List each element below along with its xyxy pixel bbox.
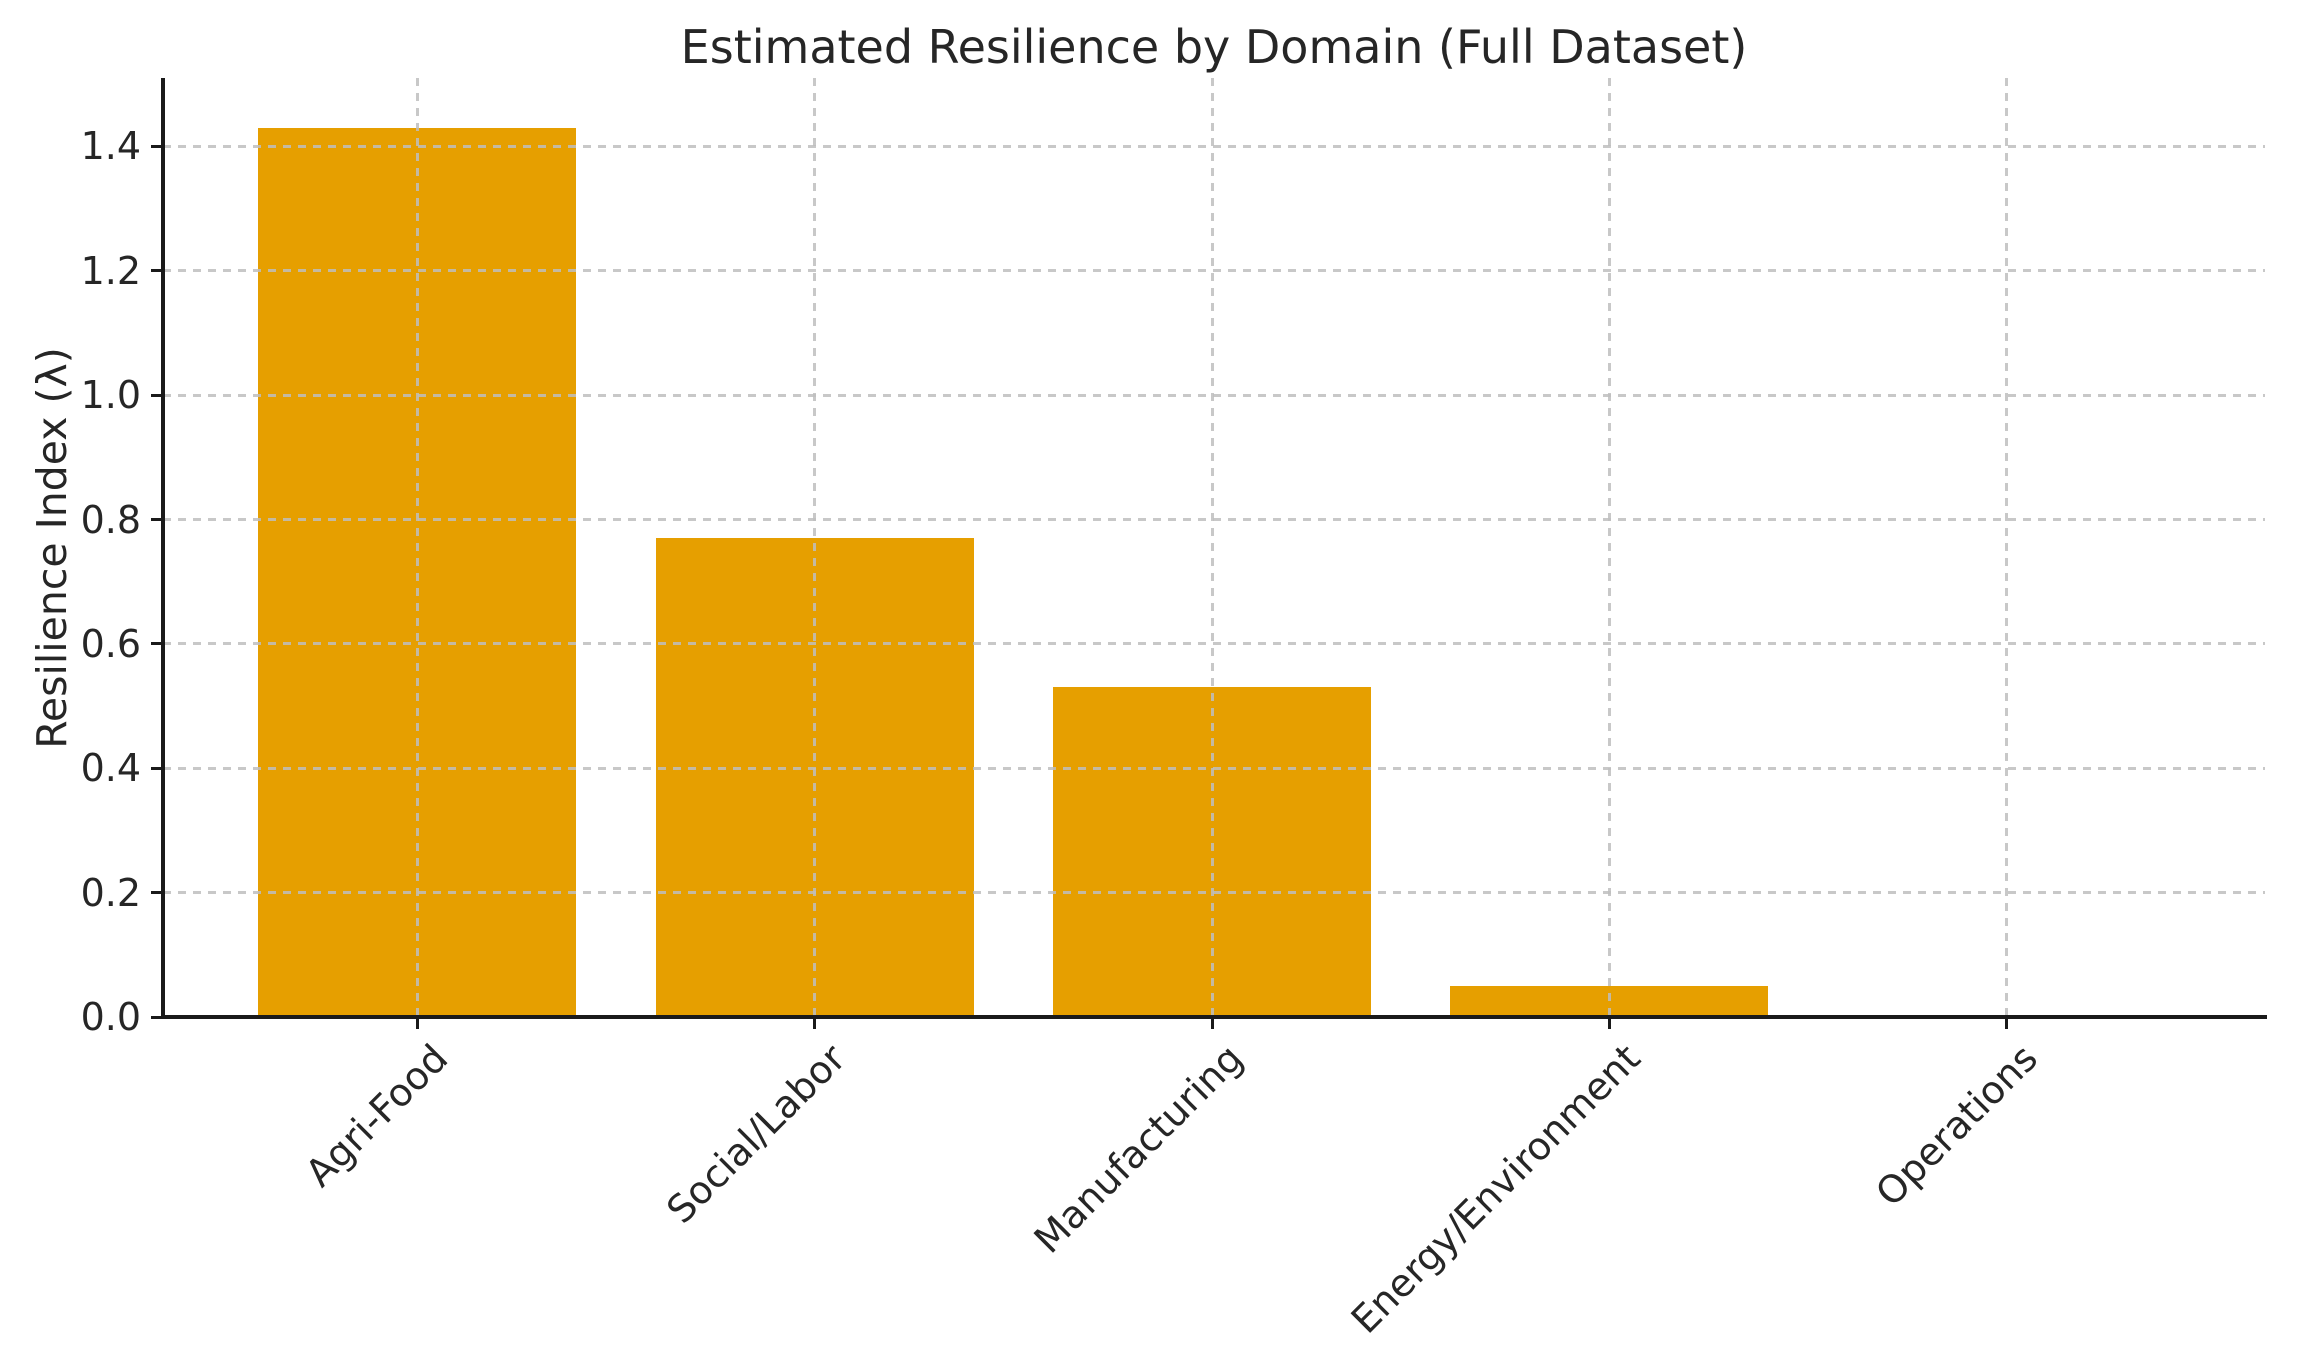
y-tick-label: 0.2 bbox=[80, 870, 141, 915]
y-tick-label: 1.2 bbox=[80, 248, 141, 293]
y-tick bbox=[151, 1015, 163, 1019]
y-gridline bbox=[163, 144, 2265, 148]
y-tick bbox=[151, 642, 163, 646]
x-tick-label: Manufacturing bbox=[1025, 1036, 1252, 1262]
x-gridline bbox=[2005, 78, 2009, 1017]
y-tick-label: 0.4 bbox=[80, 746, 141, 791]
x-gridline bbox=[1607, 78, 1611, 1017]
y-gridline bbox=[163, 393, 2265, 397]
x-tick-label: Social/Labor bbox=[657, 1036, 854, 1232]
y-tick bbox=[151, 518, 163, 522]
y-tick-label: 1.4 bbox=[80, 124, 141, 169]
y-gridline bbox=[163, 891, 2265, 895]
x-tick bbox=[2005, 1017, 2009, 1029]
x-tick-label: Agri-Food bbox=[297, 1036, 457, 1196]
y-tick bbox=[151, 269, 163, 273]
y-tick bbox=[151, 144, 163, 148]
y-tick bbox=[151, 393, 163, 397]
x-tick bbox=[1210, 1017, 1214, 1029]
y-tick bbox=[151, 766, 163, 770]
y-tick-label: 0.8 bbox=[80, 497, 141, 542]
y-axis-line bbox=[161, 78, 165, 1019]
x-tick bbox=[813, 1017, 817, 1029]
y-tick-label: 0.0 bbox=[80, 995, 141, 1039]
chart-title: Estimated Resilience by Domain (Full Dat… bbox=[680, 20, 1748, 74]
x-gridline bbox=[1210, 78, 1214, 1017]
x-tick bbox=[415, 1017, 419, 1029]
x-gridline bbox=[813, 78, 817, 1017]
y-tick-label: 0.6 bbox=[80, 621, 141, 666]
x-tick-label: Energy/Environment bbox=[1342, 1036, 1649, 1342]
y-gridline bbox=[163, 766, 2265, 770]
y-tick bbox=[151, 891, 163, 895]
y-tick-label: 1.0 bbox=[80, 373, 141, 418]
x-gridline bbox=[415, 78, 419, 1017]
x-tick-label: Operations bbox=[1867, 1036, 2046, 1215]
y-gridline bbox=[163, 518, 2265, 522]
x-tick bbox=[1607, 1017, 1611, 1029]
x-axis-line bbox=[161, 1015, 2267, 1019]
y-gridline bbox=[163, 269, 2265, 273]
y-gridline bbox=[163, 642, 2265, 646]
